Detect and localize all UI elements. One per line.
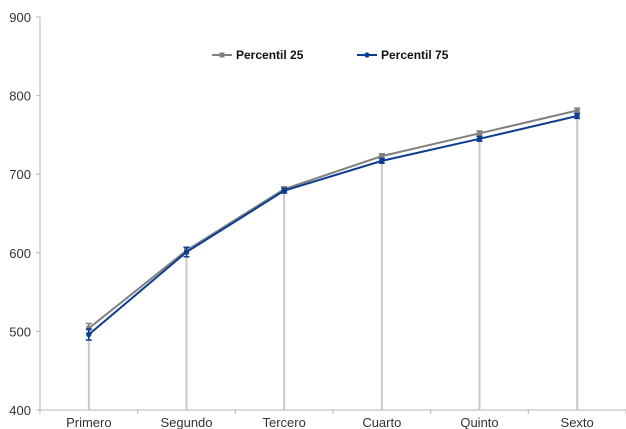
series-percentil-75 bbox=[85, 112, 581, 341]
x-tick-label: Cuarto bbox=[362, 415, 401, 429]
y-tick-labels: 400 500 600 700 800 900 bbox=[9, 10, 40, 418]
legend-swatch-marker bbox=[364, 52, 370, 58]
data-point bbox=[379, 153, 385, 159]
y-tick-label: 400 bbox=[9, 403, 31, 418]
data-point bbox=[379, 158, 385, 164]
drop-lines bbox=[87, 110, 579, 410]
y-tick-label: 700 bbox=[9, 167, 31, 182]
data-point bbox=[476, 136, 483, 142]
legend-swatch-marker bbox=[219, 52, 225, 58]
legend-label: Percentil 25 bbox=[236, 48, 304, 62]
x-tick-label: Primero bbox=[66, 415, 112, 429]
data-point bbox=[574, 108, 580, 114]
series-layer bbox=[85, 107, 581, 341]
x-tick-label: Sexto bbox=[561, 415, 594, 429]
y-tick-label: 500 bbox=[9, 324, 31, 339]
data-point bbox=[183, 249, 190, 255]
legend-label: Percentil 75 bbox=[381, 48, 449, 62]
legend: Percentil 25 Percentil 75 bbox=[212, 48, 449, 62]
series-line bbox=[88, 109, 578, 330]
legend-item: Percentil 75 bbox=[357, 48, 449, 62]
series-percentil-25 bbox=[85, 107, 581, 334]
x-tick-label: Quinto bbox=[460, 415, 498, 429]
x-tick-label: Tercero bbox=[262, 415, 305, 429]
y-tick-label: 900 bbox=[9, 10, 31, 25]
data-point bbox=[574, 113, 580, 119]
data-point bbox=[86, 331, 92, 338]
data-point bbox=[477, 130, 482, 136]
x-tick-labels: Primero Segundo Tercero Cuarto Quinto Sexto bbox=[39, 410, 626, 429]
y-tick-label: 800 bbox=[9, 89, 31, 104]
x-tick-label: Segundo bbox=[160, 415, 212, 429]
legend-item: Percentil 25 bbox=[212, 48, 304, 62]
series-line bbox=[88, 115, 578, 336]
axes bbox=[39, 17, 626, 411]
data-point bbox=[281, 188, 287, 194]
data-point bbox=[86, 325, 92, 331]
y-tick-label: 600 bbox=[9, 246, 31, 261]
